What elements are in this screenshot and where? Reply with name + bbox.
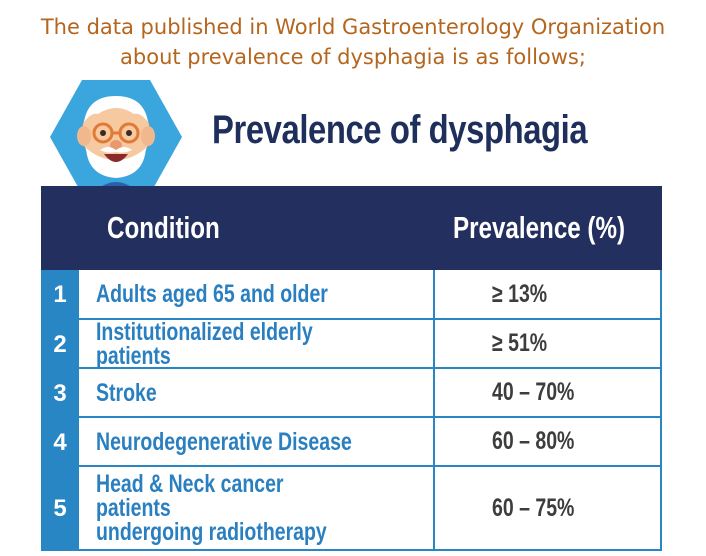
condition-text: Adults aged 65 and older xyxy=(96,280,328,308)
condition-cell: Stroke xyxy=(79,369,435,418)
prevalence-table: Condition Prevalence (%) 1 Adults aged 6… xyxy=(41,186,662,551)
prevalence-text: 60 – 75% xyxy=(492,493,575,522)
row-number: 5 xyxy=(41,467,79,551)
table-row: 4 Neurodegenerative Disease 60 – 80% xyxy=(41,418,662,467)
table-row: 3 Stroke 40 – 70% xyxy=(41,369,662,418)
prevalence-text: 40 – 70% xyxy=(492,378,575,406)
table-header: Condition Prevalence (%) xyxy=(41,186,662,270)
table-row: 5 Head & Neck cancer patients undergoing… xyxy=(41,467,662,551)
prevalence-cell: ≥ 51% xyxy=(435,320,662,369)
prevalence-text: 60 – 80% xyxy=(492,427,575,455)
condition-cell: Neurodegenerative Disease xyxy=(79,418,435,467)
header-condition: Condition xyxy=(107,210,220,245)
row-number: 2 xyxy=(41,320,79,369)
row-number: 3 xyxy=(41,369,79,418)
condition-text: Neurodegenerative Disease xyxy=(96,427,352,456)
intro-line-2: about prevalence of dysphagia is as foll… xyxy=(120,45,586,69)
prevalence-text: ≥ 13% xyxy=(492,279,548,308)
page-title: Prevalence of dysphagia xyxy=(212,108,588,152)
header-prevalence: Prevalence (%) xyxy=(453,210,626,245)
condition-text: Institutionalized elderly patients xyxy=(96,317,313,370)
condition-cell: Head & Neck cancer patients undergoing r… xyxy=(79,467,435,551)
intro-text: The data published in World Gastroentero… xyxy=(0,12,706,72)
condition-cell: Institutionalized elderly patients xyxy=(79,317,435,370)
table-body: 1 Adults aged 65 and older ≥ 13% 2 Insti… xyxy=(41,270,662,551)
prevalence-cell: ≥ 13% xyxy=(435,270,662,320)
condition-cell: Adults aged 65 and older xyxy=(79,270,435,320)
row-number: 4 xyxy=(41,418,79,467)
prevalence-cell: 40 – 70% xyxy=(435,369,662,418)
table-row: 1 Adults aged 65 and older ≥ 13% xyxy=(41,270,662,320)
prevalence-text: ≥ 51% xyxy=(492,329,548,357)
prevalence-cell: 60 – 75% xyxy=(435,467,662,551)
table-row: 2 Institutionalized elderly patients ≥ 5… xyxy=(41,317,662,370)
row-number: 1 xyxy=(41,270,79,320)
condition-text: Head & Neck cancer patients undergoing r… xyxy=(96,470,327,546)
intro-line-1: The data published in World Gastroentero… xyxy=(40,15,666,39)
condition-text: Stroke xyxy=(96,378,157,407)
prevalence-cell: 60 – 80% xyxy=(435,418,662,467)
elderly-man-avatar-icon xyxy=(50,80,182,194)
